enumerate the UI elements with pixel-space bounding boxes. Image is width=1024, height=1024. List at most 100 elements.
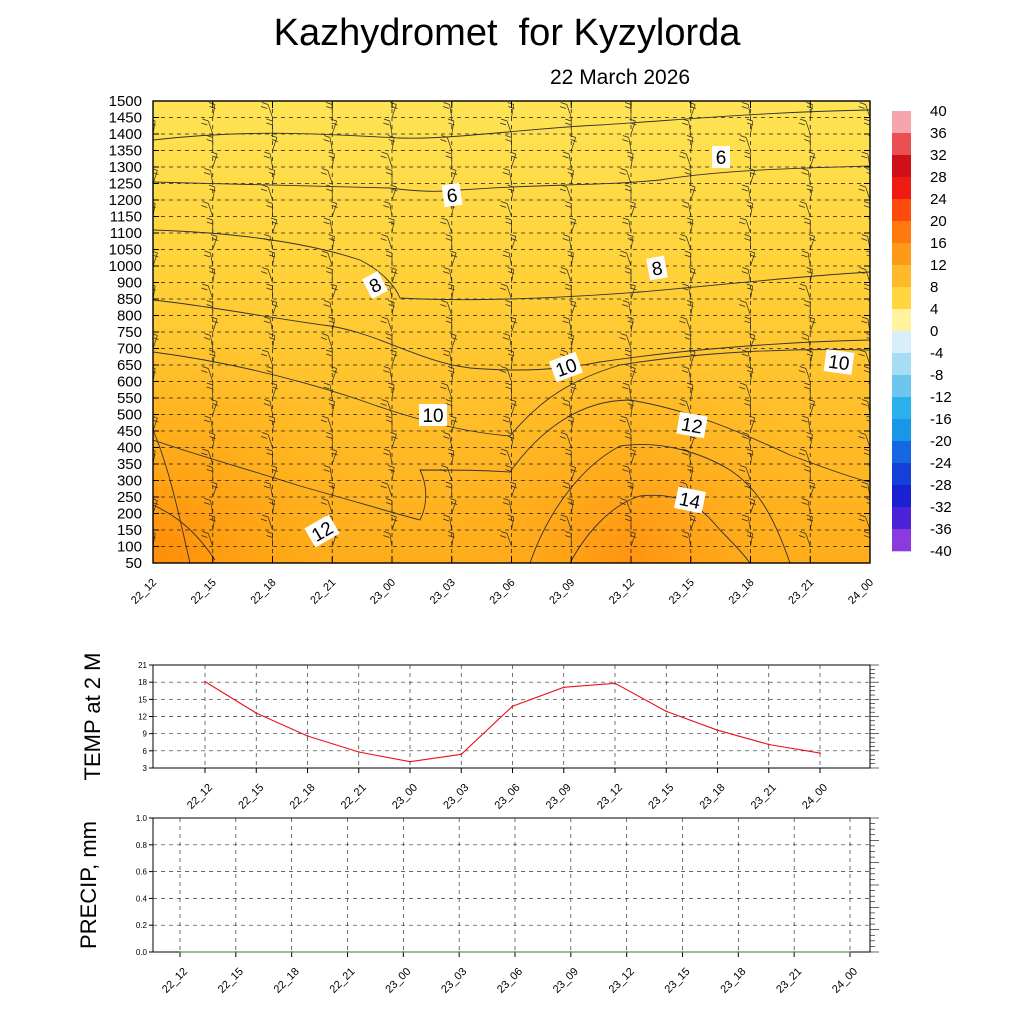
series-point (665, 710, 668, 713)
wind-barb (748, 415, 757, 432)
colorbar-label: -8 (930, 367, 943, 384)
colorbar-band (892, 166, 911, 178)
series-point (402, 951, 405, 953)
wind-barb (686, 135, 694, 151)
wind-barb (502, 415, 512, 432)
wind-barb (450, 250, 458, 267)
wind-barb (629, 283, 637, 300)
wind-barb (801, 415, 811, 432)
wind-barb (330, 201, 338, 217)
wind-barb (450, 415, 458, 432)
contour-label: 8 (361, 271, 389, 299)
time-tick-label: 22_12 (129, 577, 159, 607)
height-tick-label: 350 (117, 456, 142, 473)
wind-barb (447, 448, 455, 465)
colorbar-label: -40 (930, 543, 952, 560)
series-point (255, 712, 258, 714)
colorbar-band (892, 430, 911, 442)
wind-barb (323, 382, 333, 399)
wind-barb (330, 366, 338, 382)
height-tick-label: 1350 (109, 143, 142, 160)
panel-x-tick-label: 22_15 (216, 966, 246, 996)
height-tick-label: 850 (117, 291, 142, 308)
height-tick-label: 300 (117, 473, 142, 490)
height-tick-label: 1100 (110, 225, 142, 242)
panel-x-tick-label: 23_21 (749, 782, 779, 812)
wind-barb (681, 201, 692, 217)
wind-barb (208, 184, 216, 201)
wind-barb (268, 250, 276, 267)
wind-barb (858, 102, 870, 118)
wind-barb (153, 153, 154, 167)
height-tick-label: 1150 (110, 209, 142, 226)
colorbar-band (892, 298, 911, 310)
wind-barb (567, 498, 575, 514)
wind-barb (748, 168, 757, 184)
wind-barb (738, 217, 751, 234)
wind-barb (442, 349, 453, 366)
colorbar-band (892, 331, 911, 343)
temperature-panel: 22_12 22_15 22_18 22_21 23_00 23_03 23_06 23_09… (80, 653, 879, 812)
wind-barb (748, 498, 757, 514)
panel-y-tick-label: 9 (143, 730, 148, 739)
wind-barb (266, 531, 273, 547)
wind-barb (380, 481, 393, 498)
isotherm-line (153, 229, 870, 301)
wind-barb (203, 250, 214, 267)
wind-barb (390, 184, 398, 201)
height-tick-label: 800 (117, 308, 142, 325)
wind-barb (679, 234, 692, 250)
wind-barb (445, 316, 453, 332)
wind-barb (738, 382, 751, 399)
colorbar-band (892, 133, 911, 145)
colorbar-label: -20 (930, 433, 952, 450)
series-point (849, 951, 851, 953)
wind-barb (681, 283, 692, 300)
wind-barb (153, 318, 154, 332)
wind-barb (806, 432, 814, 448)
wind-barb (801, 168, 811, 184)
series-point (737, 951, 740, 953)
wind-barb (442, 102, 453, 118)
wind-barb (263, 316, 273, 333)
wind-barb (268, 415, 276, 432)
wind-barb (326, 349, 333, 365)
panel-y-tick-label: 21 (138, 661, 147, 670)
wind-barb (565, 448, 572, 464)
colorbar-band (892, 309, 911, 321)
wind-barb (153, 362, 154, 365)
panel-x-tick-label: 23_06 (495, 966, 525, 996)
wind-barb (206, 135, 214, 151)
colorbar-band (892, 386, 911, 398)
wind-barb (808, 316, 816, 333)
wind-barb (499, 201, 512, 217)
wind-barb (440, 465, 453, 481)
panel-y-tick-label: 15 (138, 695, 147, 704)
wind-barb (211, 399, 219, 415)
wind-barb (562, 399, 572, 415)
colorbar-label: -24 (930, 455, 952, 472)
wind-barb (450, 168, 458, 184)
wind-barb (328, 399, 336, 415)
wind-barb (153, 527, 154, 530)
precipitation-panel: 22_12 22_15 22_18 22_21 23_00 23_03 23_06 23_09… (76, 814, 879, 996)
wind-barb (440, 300, 453, 316)
colorbar-band (892, 408, 911, 420)
colorbar-label: 20 (930, 213, 947, 230)
wind-barb (328, 481, 336, 498)
wind-barb (684, 250, 692, 266)
panel-y-tick-label: 18 (138, 678, 147, 687)
series-point (716, 729, 719, 732)
wind-barb (211, 316, 219, 333)
colorbar-label: -36 (930, 521, 952, 538)
wind-barb (686, 382, 694, 399)
wind-barb (627, 234, 634, 250)
contour-label-text: 10 (827, 352, 851, 376)
wind-barb (270, 217, 279, 234)
panel-x-tick-label: 23_15 (646, 782, 676, 812)
isotherm-line (153, 443, 791, 563)
wind-barb (505, 135, 512, 151)
wind-barb (562, 481, 572, 498)
wind-barb (206, 217, 214, 233)
